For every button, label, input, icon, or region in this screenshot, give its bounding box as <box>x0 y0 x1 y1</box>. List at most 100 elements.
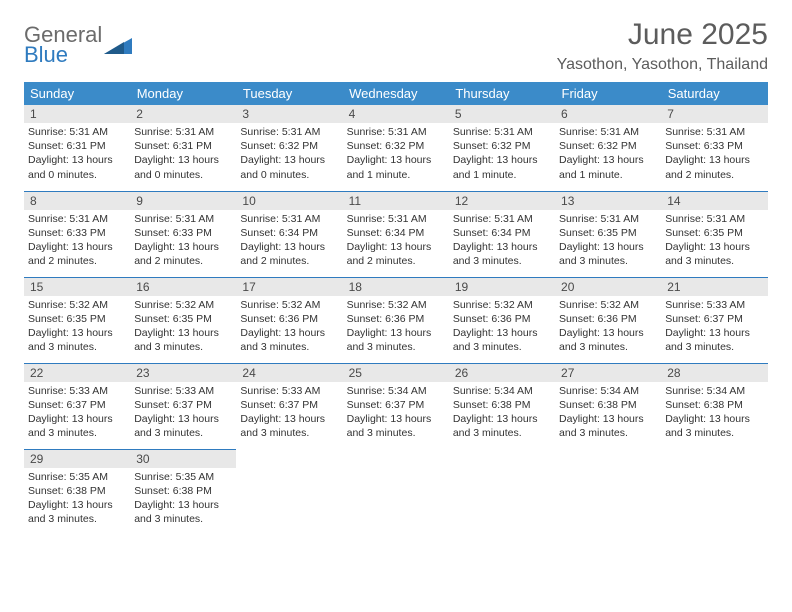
day-number: 7 <box>661 105 767 123</box>
day-number: 26 <box>449 364 555 382</box>
calendar-cell: 4Sunrise: 5:31 AMSunset: 6:32 PMDaylight… <box>343 105 449 191</box>
daylight-line: Daylight: 13 hours and 3 minutes. <box>134 412 232 440</box>
day-number: 2 <box>130 105 236 123</box>
day-number: 18 <box>343 278 449 296</box>
day-details: Sunrise: 5:33 AMSunset: 6:37 PMDaylight:… <box>24 382 130 445</box>
calendar-cell: 22Sunrise: 5:33 AMSunset: 6:37 PMDayligh… <box>24 363 130 449</box>
day-number: 10 <box>236 192 342 210</box>
daylight-line: Daylight: 13 hours and 3 minutes. <box>665 240 763 268</box>
daylight-line: Daylight: 13 hours and 2 minutes. <box>665 153 763 181</box>
sunset-line: Sunset: 6:31 PM <box>28 139 126 153</box>
calendar-cell: 8Sunrise: 5:31 AMSunset: 6:33 PMDaylight… <box>24 191 130 277</box>
sunset-line: Sunset: 6:33 PM <box>134 226 232 240</box>
calendar-cell: 9Sunrise: 5:31 AMSunset: 6:33 PMDaylight… <box>130 191 236 277</box>
calendar-cell: 2Sunrise: 5:31 AMSunset: 6:31 PMDaylight… <box>130 105 236 191</box>
day-details: Sunrise: 5:32 AMSunset: 6:35 PMDaylight:… <box>130 296 236 359</box>
sunrise-line: Sunrise: 5:34 AM <box>665 384 763 398</box>
day-number: 27 <box>555 364 661 382</box>
day-number: 13 <box>555 192 661 210</box>
sunrise-line: Sunrise: 5:35 AM <box>28 470 126 484</box>
sunset-line: Sunset: 6:34 PM <box>453 226 551 240</box>
day-details: Sunrise: 5:31 AMSunset: 6:35 PMDaylight:… <box>661 210 767 273</box>
sunrise-line: Sunrise: 5:31 AM <box>665 125 763 139</box>
calendar-row: 1Sunrise: 5:31 AMSunset: 6:31 PMDaylight… <box>24 105 768 191</box>
day-number: 22 <box>24 364 130 382</box>
day-number: 5 <box>449 105 555 123</box>
daylight-line: Daylight: 13 hours and 2 minutes. <box>134 240 232 268</box>
sunset-line: Sunset: 6:38 PM <box>559 398 657 412</box>
day-details: Sunrise: 5:34 AMSunset: 6:38 PMDaylight:… <box>555 382 661 445</box>
day-details: Sunrise: 5:34 AMSunset: 6:37 PMDaylight:… <box>343 382 449 445</box>
day-number: 21 <box>661 278 767 296</box>
sunset-line: Sunset: 6:31 PM <box>134 139 232 153</box>
day-details: Sunrise: 5:35 AMSunset: 6:38 PMDaylight:… <box>24 468 130 531</box>
day-number: 20 <box>555 278 661 296</box>
calendar-cell: 10Sunrise: 5:31 AMSunset: 6:34 PMDayligh… <box>236 191 342 277</box>
sunrise-line: Sunrise: 5:33 AM <box>28 384 126 398</box>
daylight-line: Daylight: 13 hours and 3 minutes. <box>28 412 126 440</box>
sunrise-line: Sunrise: 5:32 AM <box>453 298 551 312</box>
day-number: 14 <box>661 192 767 210</box>
sunrise-line: Sunrise: 5:32 AM <box>240 298 338 312</box>
day-number: 16 <box>130 278 236 296</box>
calendar-cell <box>236 449 342 535</box>
sunset-line: Sunset: 6:37 PM <box>347 398 445 412</box>
day-details: Sunrise: 5:31 AMSunset: 6:32 PMDaylight:… <box>449 123 555 186</box>
daylight-line: Daylight: 13 hours and 0 minutes. <box>28 153 126 181</box>
sunset-line: Sunset: 6:35 PM <box>134 312 232 326</box>
daylight-line: Daylight: 13 hours and 2 minutes. <box>347 240 445 268</box>
daylight-line: Daylight: 13 hours and 2 minutes. <box>28 240 126 268</box>
calendar-cell: 18Sunrise: 5:32 AMSunset: 6:36 PMDayligh… <box>343 277 449 363</box>
weekday-header: Friday <box>555 82 661 105</box>
sunset-line: Sunset: 6:32 PM <box>453 139 551 153</box>
daylight-line: Daylight: 13 hours and 3 minutes. <box>28 326 126 354</box>
sunset-line: Sunset: 6:33 PM <box>28 226 126 240</box>
calendar-cell <box>343 449 449 535</box>
sunset-line: Sunset: 6:35 PM <box>559 226 657 240</box>
sunset-line: Sunset: 6:32 PM <box>240 139 338 153</box>
sunset-line: Sunset: 6:36 PM <box>240 312 338 326</box>
sunrise-line: Sunrise: 5:31 AM <box>28 125 126 139</box>
day-details: Sunrise: 5:31 AMSunset: 6:34 PMDaylight:… <box>449 210 555 273</box>
weekday-header: Monday <box>130 82 236 105</box>
daylight-line: Daylight: 13 hours and 3 minutes. <box>134 326 232 354</box>
calendar-table: Sunday Monday Tuesday Wednesday Thursday… <box>24 82 768 535</box>
sunset-line: Sunset: 6:38 PM <box>28 484 126 498</box>
calendar-cell: 30Sunrise: 5:35 AMSunset: 6:38 PMDayligh… <box>130 449 236 535</box>
sunset-line: Sunset: 6:34 PM <box>240 226 338 240</box>
calendar-cell: 17Sunrise: 5:32 AMSunset: 6:36 PMDayligh… <box>236 277 342 363</box>
calendar-cell: 27Sunrise: 5:34 AMSunset: 6:38 PMDayligh… <box>555 363 661 449</box>
sunrise-line: Sunrise: 5:34 AM <box>347 384 445 398</box>
sunrise-line: Sunrise: 5:31 AM <box>347 212 445 226</box>
day-details: Sunrise: 5:32 AMSunset: 6:36 PMDaylight:… <box>555 296 661 359</box>
day-details: Sunrise: 5:33 AMSunset: 6:37 PMDaylight:… <box>236 382 342 445</box>
sunset-line: Sunset: 6:38 PM <box>665 398 763 412</box>
day-number: 15 <box>24 278 130 296</box>
header: General Blue June 2025 Yasothon, Yasotho… <box>24 18 768 74</box>
day-details: Sunrise: 5:31 AMSunset: 6:34 PMDaylight:… <box>236 210 342 273</box>
weekday-header: Saturday <box>661 82 767 105</box>
daylight-line: Daylight: 13 hours and 3 minutes. <box>240 326 338 354</box>
sunset-line: Sunset: 6:35 PM <box>28 312 126 326</box>
daylight-line: Daylight: 13 hours and 3 minutes. <box>559 412 657 440</box>
day-details: Sunrise: 5:31 AMSunset: 6:32 PMDaylight:… <box>555 123 661 186</box>
logo: General Blue <box>24 24 132 66</box>
daylight-line: Daylight: 13 hours and 1 minute. <box>347 153 445 181</box>
day-number: 1 <box>24 105 130 123</box>
sunset-line: Sunset: 6:38 PM <box>453 398 551 412</box>
day-number: 9 <box>130 192 236 210</box>
calendar-cell: 20Sunrise: 5:32 AMSunset: 6:36 PMDayligh… <box>555 277 661 363</box>
sunrise-line: Sunrise: 5:33 AM <box>134 384 232 398</box>
day-number: 6 <box>555 105 661 123</box>
calendar-cell: 16Sunrise: 5:32 AMSunset: 6:35 PMDayligh… <box>130 277 236 363</box>
calendar-cell: 5Sunrise: 5:31 AMSunset: 6:32 PMDaylight… <box>449 105 555 191</box>
calendar-cell <box>661 449 767 535</box>
day-details: Sunrise: 5:31 AMSunset: 6:35 PMDaylight:… <box>555 210 661 273</box>
day-number: 25 <box>343 364 449 382</box>
page: General Blue June 2025 Yasothon, Yasotho… <box>0 0 792 612</box>
weekday-header: Sunday <box>24 82 130 105</box>
weekday-header: Wednesday <box>343 82 449 105</box>
day-details: Sunrise: 5:31 AMSunset: 6:34 PMDaylight:… <box>343 210 449 273</box>
sunrise-line: Sunrise: 5:31 AM <box>347 125 445 139</box>
sunrise-line: Sunrise: 5:34 AM <box>453 384 551 398</box>
